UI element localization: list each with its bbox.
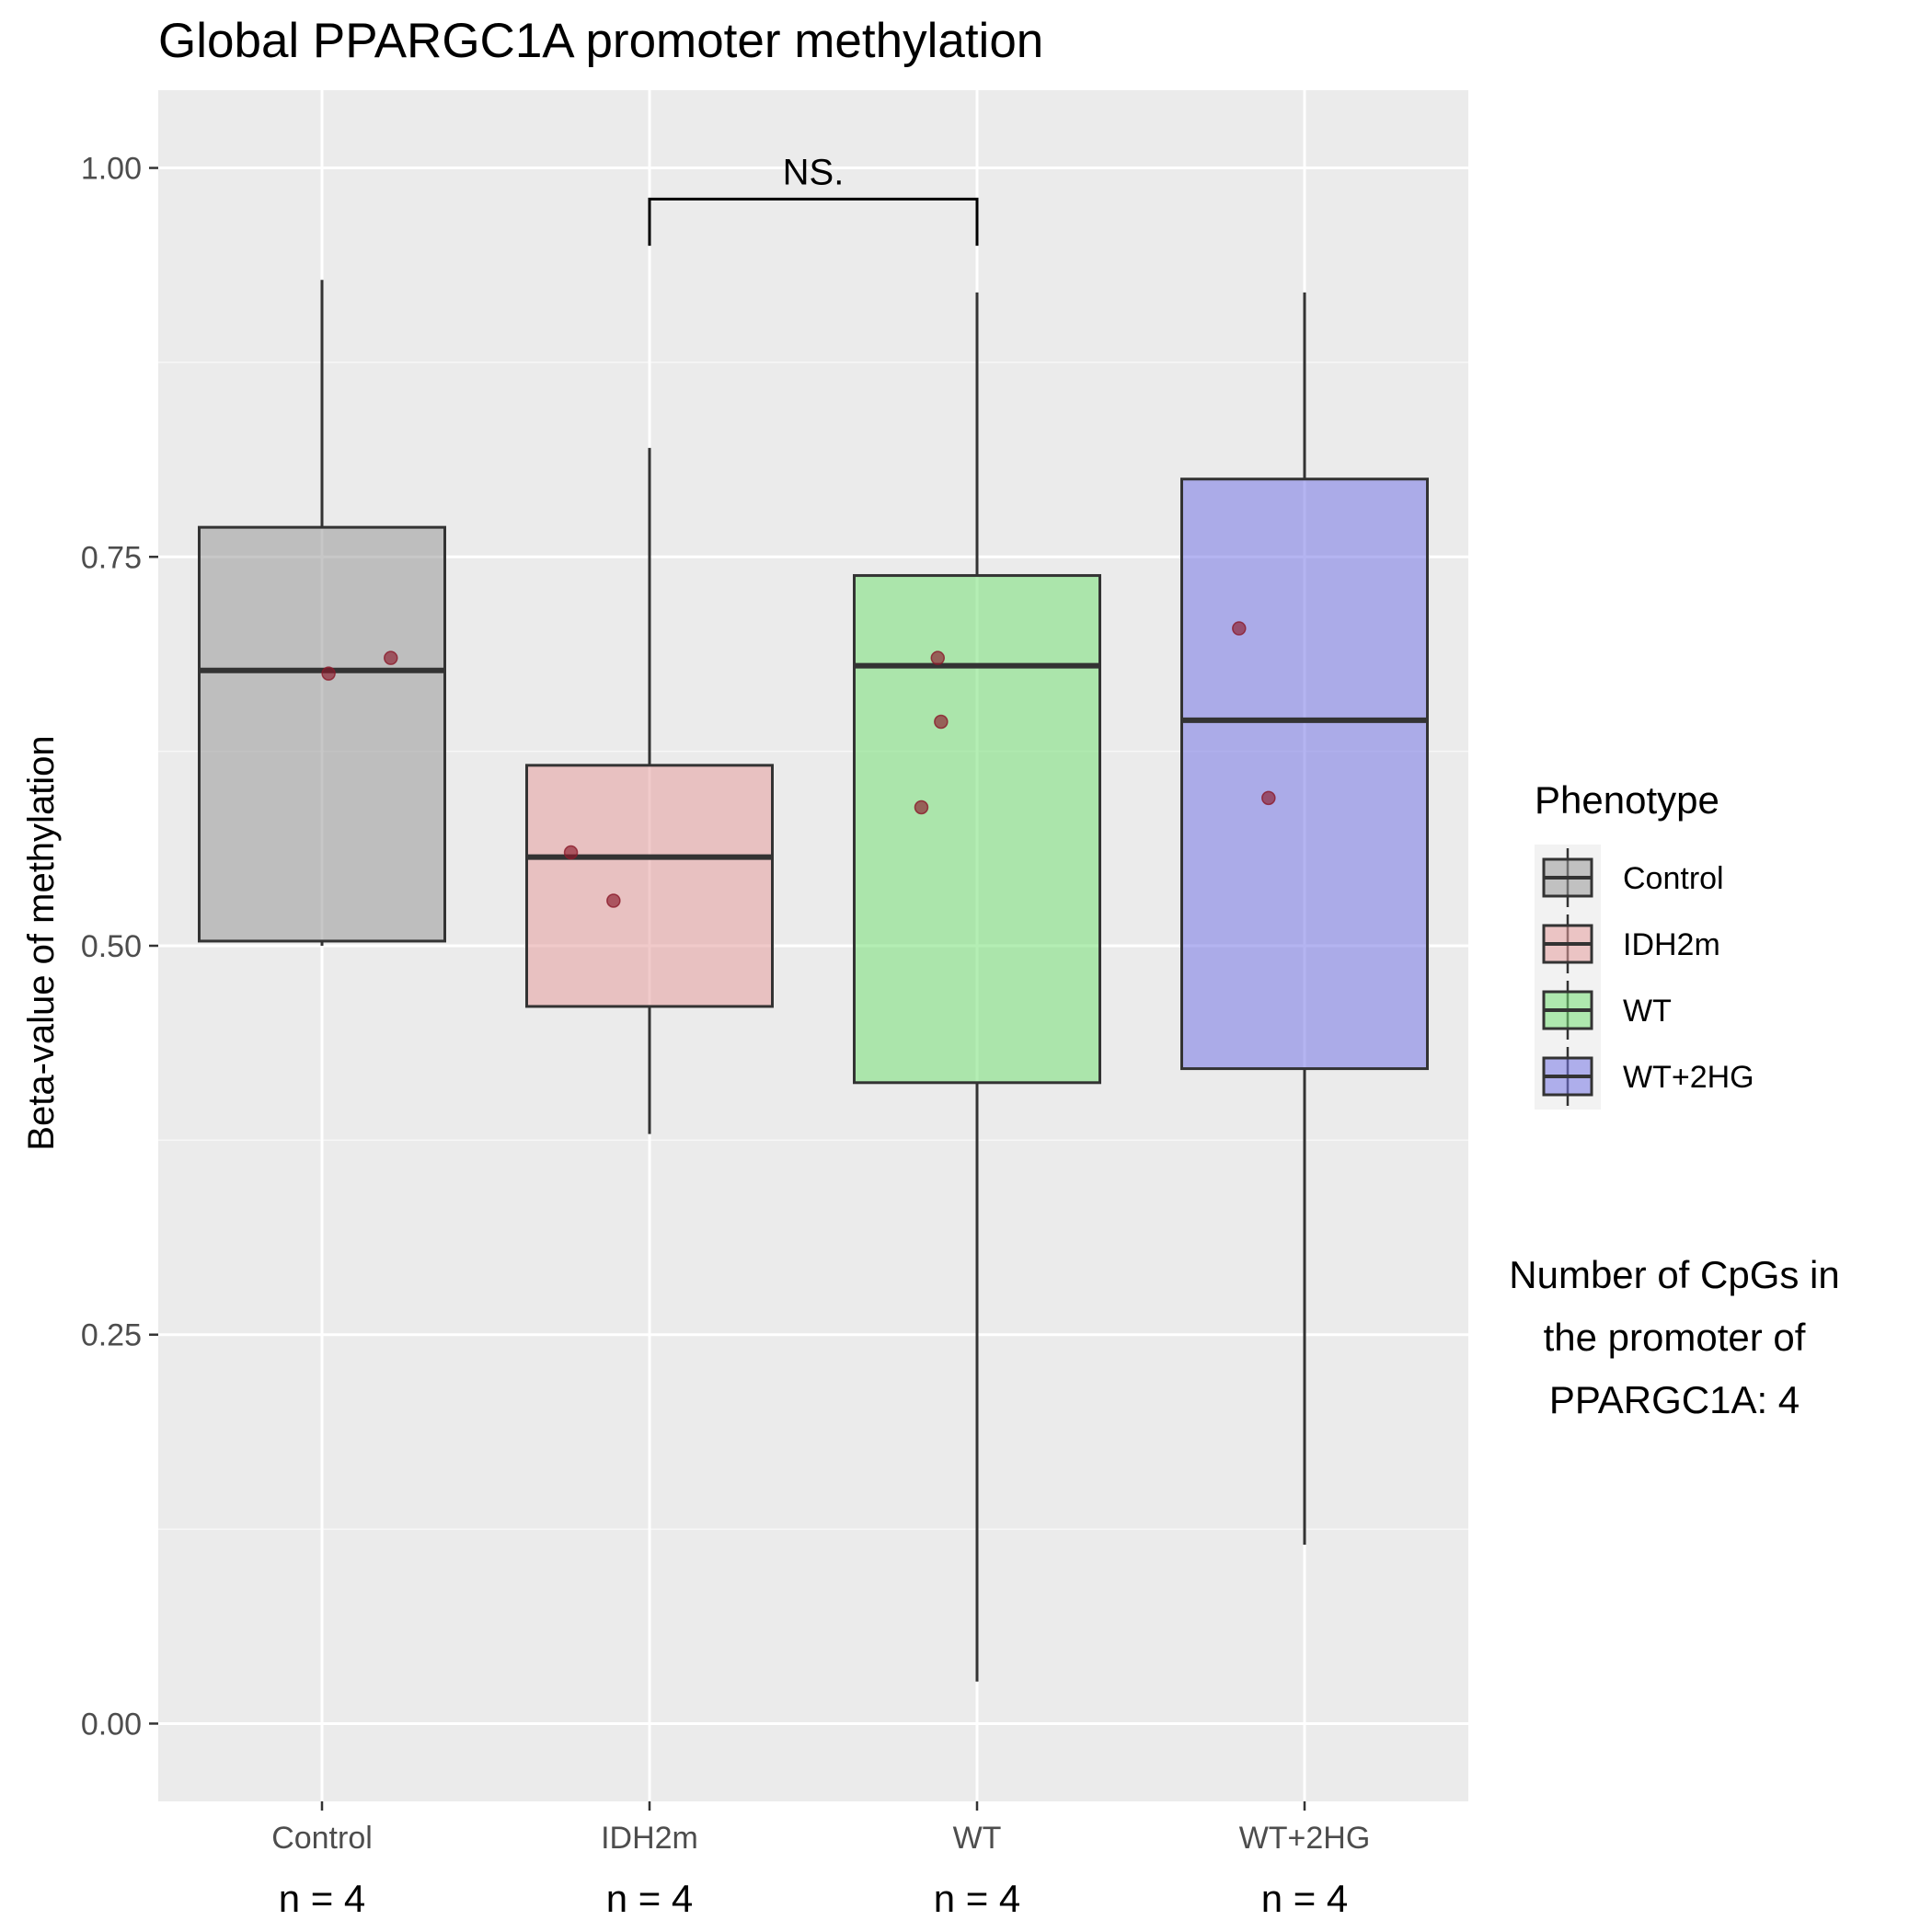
data-point <box>930 650 946 665</box>
data-point <box>563 845 579 860</box>
box-iqr <box>853 574 1101 1085</box>
sample-count-label: n = 4 <box>606 1877 694 1920</box>
sample-count-label: n = 4 <box>1261 1877 1349 1920</box>
legend-title: Phenotype <box>1535 778 1719 822</box>
significance-bracket: NS. <box>648 152 979 247</box>
box-control <box>198 280 446 946</box>
legend-item-label: WT <box>1623 994 1672 1029</box>
box-iqr <box>198 525 446 943</box>
x-tick-label: Control <box>271 1821 373 1856</box>
y-tick-label: 1.00 <box>81 152 142 187</box>
x-axis: Control n = 4 IDH2m n = 4 WT n = 4 WT+2HG n = 4 <box>271 1801 1370 1920</box>
y-tick-label: 0.50 <box>81 929 142 964</box>
legend: Phenotype Control IDH2m WT WT+2HG <box>1535 778 1754 1110</box>
x-tick-label: IDH2m <box>601 1821 698 1856</box>
x-tick-label: WT <box>953 1821 1002 1856</box>
legend-item: Control <box>1535 845 1724 911</box>
data-point <box>606 893 621 908</box>
data-point <box>384 650 398 665</box>
legend-item-label: Control <box>1623 861 1724 896</box>
y-tick-label: 0.75 <box>81 540 142 575</box>
legend-item-label: IDH2m <box>1623 927 1720 962</box>
y-tick-label: 0.25 <box>81 1318 142 1353</box>
sample-count-label: n = 4 <box>934 1877 1021 1920</box>
box-wt <box>853 292 1101 1682</box>
cpg-annotation: Number of CpGs in the promoter of PPARGC1A… <box>1509 1253 1839 1421</box>
legend-item: IDH2m <box>1535 911 1720 977</box>
legend-item: WT <box>1535 977 1672 1043</box>
y-axis-label: Beta-value of methylation <box>21 735 62 1150</box>
data-point <box>1232 621 1247 636</box>
box-idh2m <box>525 447 774 1134</box>
legend-item-label: WT+2HG <box>1623 1060 1754 1095</box>
annotation-line: the promoter of <box>1544 1316 1806 1359</box>
box-iqr <box>1180 477 1429 1071</box>
legend-item: WT+2HG <box>1535 1043 1754 1110</box>
x-tick-label: WT+2HG <box>1239 1821 1371 1856</box>
data-point <box>934 714 949 730</box>
y-axis: 0.00 0.25 0.50 0.75 1.00 <box>81 152 158 1742</box>
data-point <box>1261 790 1276 806</box>
box-iqr <box>525 764 774 1008</box>
box-wt-2hg <box>1180 292 1429 1545</box>
data-point <box>914 799 929 815</box>
significance-label: NS. <box>783 152 845 192</box>
sample-count-label: n = 4 <box>279 1877 366 1920</box>
plot-panel: NS. <box>158 90 1468 1801</box>
y-tick-label: 0.00 <box>81 1707 142 1742</box>
annotation-line: Number of CpGs in <box>1509 1253 1839 1296</box>
chart-title: Global PPARGC1A promoter methylation <box>158 14 1043 68</box>
annotation-line: PPARGC1A: 4 <box>1549 1378 1800 1421</box>
data-point <box>321 666 336 681</box>
bracket-line <box>648 197 979 247</box>
